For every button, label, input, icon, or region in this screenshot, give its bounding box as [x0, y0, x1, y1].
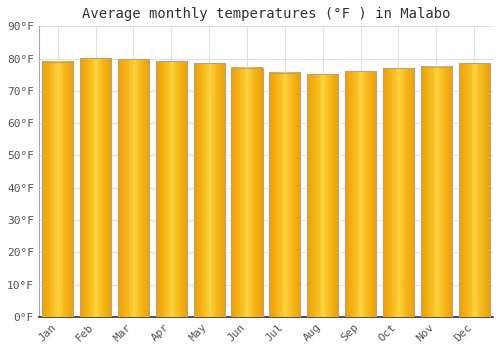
Bar	[345, 71, 376, 317]
Bar	[194, 63, 224, 317]
Bar	[458, 63, 490, 317]
Bar	[383, 68, 414, 317]
Bar	[307, 74, 338, 317]
Bar	[232, 68, 262, 317]
Bar	[421, 66, 452, 317]
Bar	[270, 73, 300, 317]
Bar	[156, 61, 187, 317]
Bar	[80, 58, 111, 317]
Title: Average monthly temperatures (°F ) in Malabo: Average monthly temperatures (°F ) in Ma…	[82, 7, 450, 21]
Bar	[118, 59, 149, 317]
Bar	[42, 62, 74, 317]
